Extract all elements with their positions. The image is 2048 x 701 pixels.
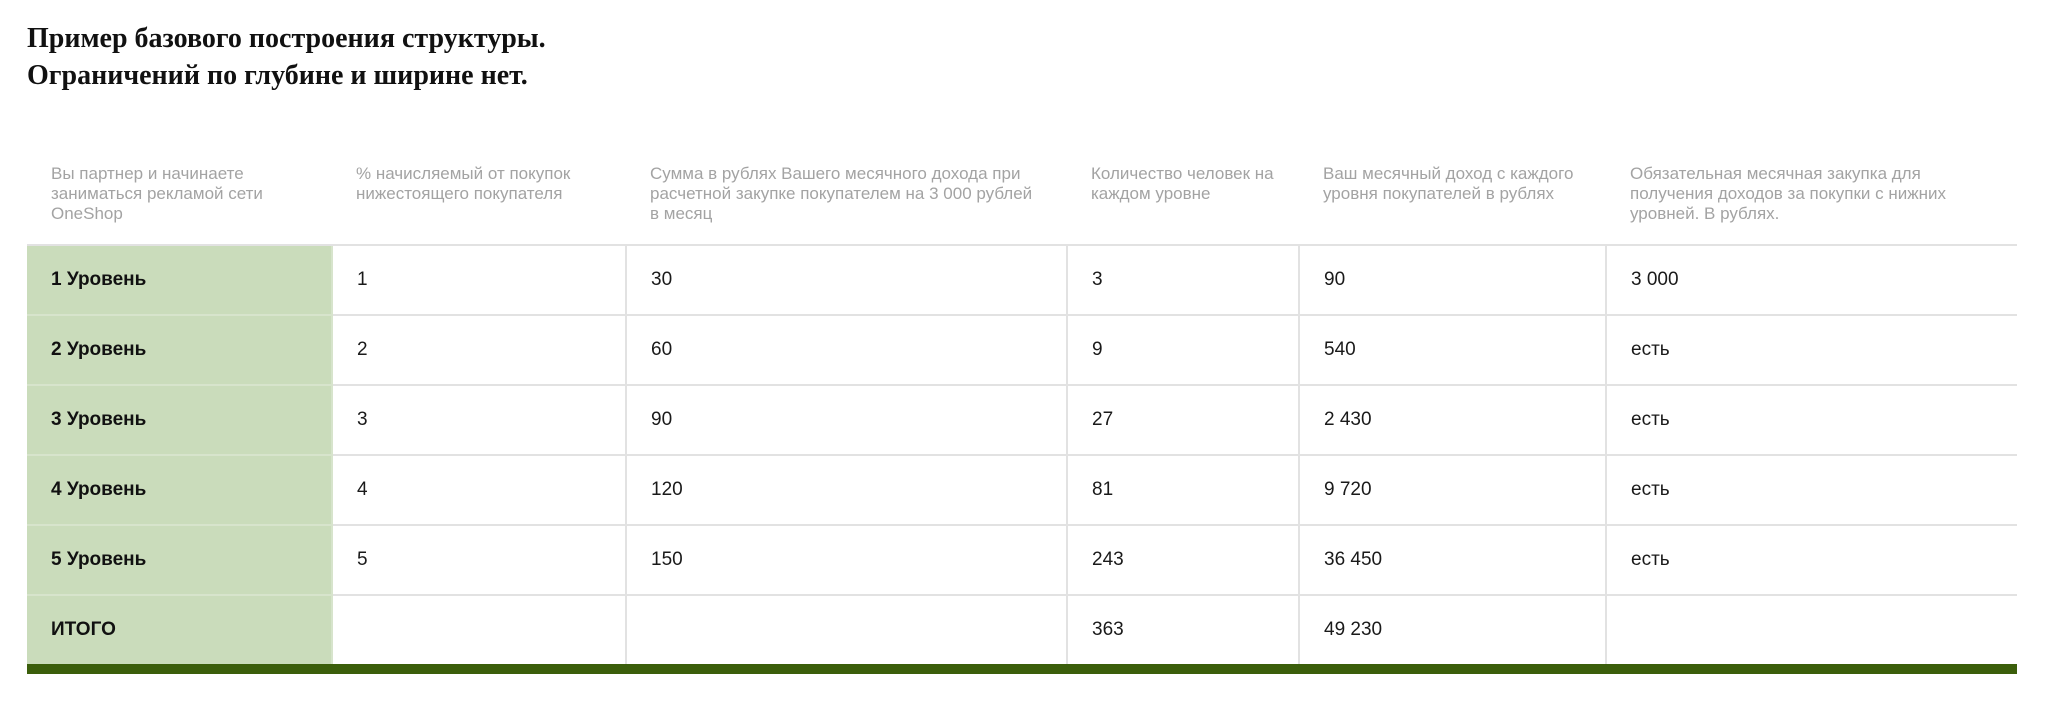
- monthly-income-cell: 540: [1299, 315, 1607, 386]
- required-purchase-cell: есть: [1606, 525, 2017, 596]
- required-purchase-cell: есть: [1606, 455, 2017, 526]
- table-header-row: Вы партнер и начинаете заниматься реклам…: [27, 150, 2017, 246]
- people-count-cell: 243: [1067, 525, 1300, 596]
- page-title-line-1: Пример базового построения структуры.: [27, 23, 546, 54]
- level-label: 1 Уровень: [27, 245, 333, 316]
- monthly-sum-cell: 30: [626, 245, 1068, 316]
- monthly-sum-cell: [626, 595, 1068, 664]
- people-count-cell: 81: [1067, 455, 1300, 526]
- header-monthly-sum: Сумма в рублях Вашего месячного дохода п…: [626, 150, 1067, 246]
- required-purchase-cell: [1606, 595, 2017, 664]
- level-label: 4 Уровень: [27, 455, 333, 526]
- monthly-sum-cell: 60: [626, 315, 1068, 386]
- total-people-count: 363: [1067, 595, 1300, 664]
- people-count-cell: 27: [1067, 385, 1300, 456]
- percent-cell: 4: [332, 455, 627, 526]
- header-percent: % начисляемый от покупок нижестоящего по…: [332, 150, 626, 246]
- required-purchase-cell: 3 000: [1606, 245, 2017, 316]
- people-count-cell: 3: [1067, 245, 1300, 316]
- page-title: Пример базового построения структуры. Ог…: [27, 20, 546, 94]
- level-label: 2 Уровень: [27, 315, 333, 386]
- total-label: ИТОГО: [27, 595, 333, 664]
- monthly-income-cell: 2 430: [1299, 385, 1607, 456]
- header-monthly-income: Ваш месячный доход с каждого уровня поку…: [1299, 150, 1606, 246]
- monthly-sum-cell: 150: [626, 525, 1068, 596]
- percent-cell: 3: [332, 385, 627, 456]
- monthly-sum-cell: 120: [626, 455, 1068, 526]
- header-people-count: Количество человек на каждом уровне: [1067, 150, 1299, 246]
- header-partner: Вы партнер и начинаете заниматься реклам…: [27, 150, 332, 246]
- header-required-purchase: Обязательная месячная закупка для получе…: [1606, 150, 2017, 246]
- monthly-income-cell: 36 450: [1299, 525, 1607, 596]
- table-row: 4 Уровень 4 120 81 9 720 есть: [27, 455, 2017, 526]
- percent-cell: 5: [332, 525, 627, 596]
- required-purchase-cell: есть: [1606, 315, 2017, 386]
- table-row: 3 Уровень 3 90 27 2 430 есть: [27, 385, 2017, 456]
- page-title-line-2: Ограничений по глубине и ширине нет.: [27, 60, 528, 91]
- level-label: 5 Уровень: [27, 525, 333, 596]
- total-row: ИТОГО 363 49 230: [27, 595, 2017, 664]
- table-row: 2 Уровень 2 60 9 540 есть: [27, 315, 2017, 386]
- required-purchase-cell: есть: [1606, 385, 2017, 456]
- level-label: 3 Уровень: [27, 385, 333, 456]
- total-monthly-income: 49 230: [1299, 595, 1607, 664]
- monthly-income-cell: 90: [1299, 245, 1607, 316]
- income-structure-table: Вы партнер и начинаете заниматься реклам…: [27, 150, 2017, 674]
- percent-cell: 1: [332, 245, 627, 316]
- table-row: 5 Уровень 5 150 243 36 450 есть: [27, 525, 2017, 596]
- percent-cell: 2: [332, 315, 627, 386]
- table-row: 1 Уровень 1 30 3 90 3 000: [27, 245, 2017, 316]
- monthly-sum-cell: 90: [626, 385, 1068, 456]
- table-bottom-bar: [27, 664, 2017, 674]
- people-count-cell: 9: [1067, 315, 1300, 386]
- monthly-income-cell: 9 720: [1299, 455, 1607, 526]
- percent-cell: [332, 595, 627, 664]
